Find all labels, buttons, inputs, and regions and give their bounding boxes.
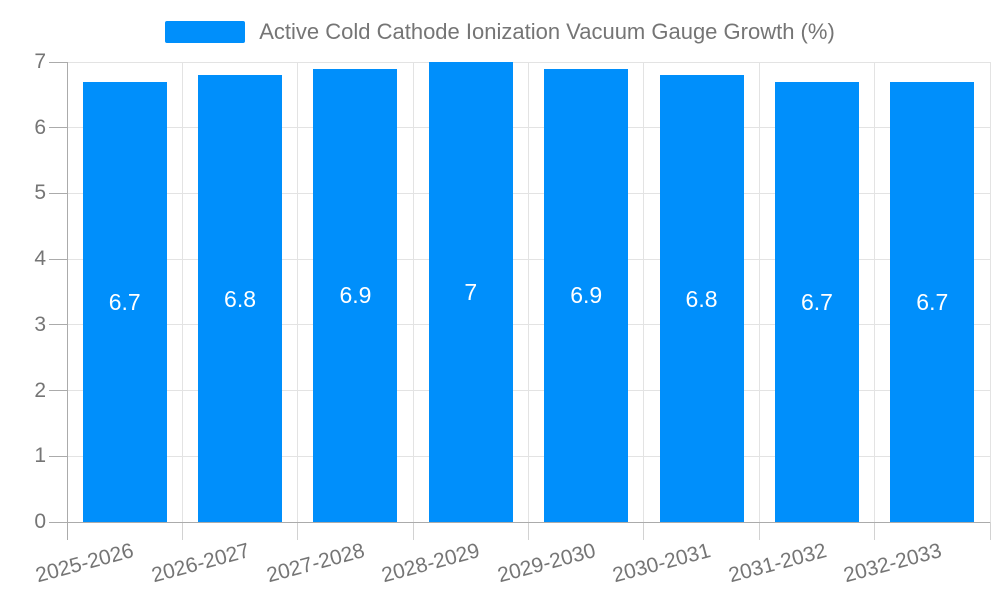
- x-axis-label: 2027-2028: [264, 539, 368, 588]
- x-axis-label: 2030-2031: [610, 539, 714, 588]
- chart-legend-item[interactable]: Active Cold Cathode Ionization Vacuum Ga…: [0, 19, 1000, 45]
- y-axis-label: 2: [34, 378, 46, 402]
- y-axis-label: 6: [34, 115, 46, 139]
- bar-value-label: 6.7: [916, 288, 949, 315]
- bar-2032-2033[interactable]: [890, 81, 975, 522]
- y-axis-tick: [49, 127, 67, 129]
- gridline-vertical: [181, 62, 183, 522]
- bar-value-label: 7: [464, 279, 478, 305]
- bar-2025-2026[interactable]: [82, 81, 167, 522]
- x-axis-tick: [528, 522, 529, 540]
- x-axis-baseline: [67, 521, 990, 523]
- y-axis-tick: [49, 521, 67, 523]
- y-axis-label: 7: [34, 50, 46, 73]
- y-axis-tick: [49, 61, 67, 63]
- bar-value-label: 6.7: [108, 288, 141, 315]
- x-axis-label: 2026-2027: [148, 539, 252, 588]
- gridline-vertical: [874, 62, 876, 522]
- bar-2030-2031[interactable]: [659, 75, 744, 522]
- legend-swatch-icon: [165, 21, 246, 43]
- y-axis-tick: [49, 192, 67, 194]
- x-axis-tick: [758, 522, 760, 540]
- y-axis-tick: [49, 390, 67, 392]
- bar-value-label: 6.9: [339, 282, 372, 309]
- gridline-vertical: [528, 62, 529, 522]
- gridline-vertical: [412, 62, 414, 522]
- bar-2027-2028[interactable]: [313, 68, 398, 522]
- y-axis-label: 1: [34, 444, 46, 468]
- bar-value-label: 6.9: [570, 282, 603, 309]
- y-axis-tick: [49, 258, 67, 260]
- y-axis-tick: [49, 324, 67, 326]
- bar-2028-2029[interactable]: [428, 62, 513, 522]
- x-axis-tick: [643, 522, 645, 540]
- y-axis-line: [66, 62, 68, 540]
- x-axis-label: 2025-2026: [33, 539, 137, 588]
- bar-2026-2027[interactable]: [198, 75, 283, 522]
- gridline-vertical: [297, 62, 299, 522]
- y-axis-label: 5: [34, 181, 46, 205]
- chart-title: Active Cold Cathode Ionization Vacuum Ga…: [259, 19, 835, 44]
- bar-value-label: 6.8: [224, 285, 257, 312]
- bar-value-label: 6.7: [800, 288, 833, 315]
- gridline-vertical: [989, 62, 991, 522]
- y-axis-label: 4: [34, 247, 46, 271]
- x-axis-label: 2028-2029: [379, 539, 483, 588]
- bar-2031-2032[interactable]: [774, 81, 859, 522]
- bar-value-label: 6.8: [685, 285, 718, 312]
- x-axis-label: 2029-2030: [494, 539, 598, 588]
- x-axis-tick: [412, 522, 414, 540]
- bar-2029-2030[interactable]: [544, 68, 629, 522]
- x-axis-tick: [297, 522, 299, 540]
- x-axis-tick: [874, 522, 876, 540]
- y-axis-label: 3: [34, 312, 46, 336]
- x-axis-label: 2032-2033: [841, 539, 945, 588]
- x-axis-label: 2031-2032: [725, 539, 829, 588]
- x-axis-tick: [181, 522, 183, 540]
- x-axis-tick: [989, 522, 991, 540]
- y-axis-tick: [49, 455, 67, 457]
- gridline-vertical: [643, 62, 645, 522]
- y-axis-label: 0: [34, 510, 46, 533]
- gridline-vertical: [758, 62, 760, 522]
